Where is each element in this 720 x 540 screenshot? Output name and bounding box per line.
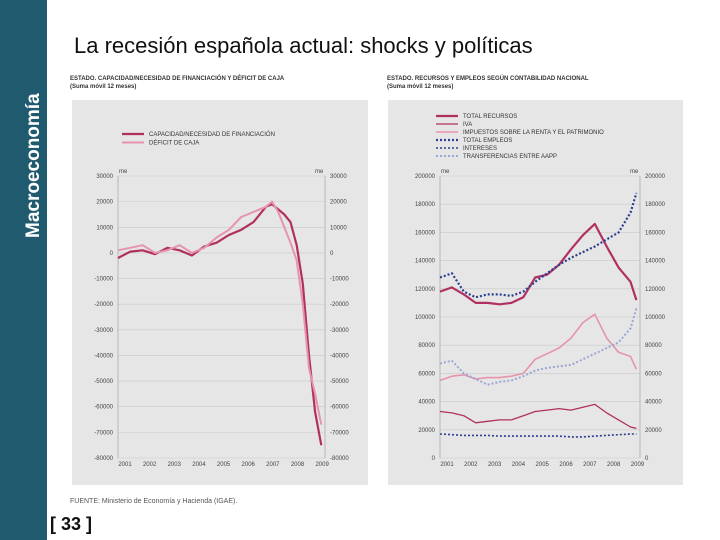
y-tick-label-right: 180000 [645, 202, 666, 208]
chart-right-title: ESTADO. RECURSOS Y EMPLEOS SEGÚN CONTABI… [387, 75, 589, 82]
y-tick-label-left: -50000 [94, 379, 113, 385]
y-tick-label-left: 20000 [418, 428, 435, 434]
y-tick-label-right: 10000 [330, 225, 347, 231]
series-line-right-4 [439, 192, 638, 299]
y-tick-label-right: 140000 [645, 259, 666, 265]
y-tick-label-right: 20000 [645, 428, 662, 434]
y-tick-label-right: -60000 [330, 405, 349, 411]
x-tick-label: 2004 [192, 462, 206, 468]
chart-left-title: ESTADO. CAPACIDAD/NECESIDAD DE FINANCIAC… [70, 74, 285, 82]
x-tick-label: 2002 [464, 462, 478, 468]
y-tick-label-right: -80000 [330, 456, 349, 462]
x-tick-label: 2006 [242, 462, 256, 468]
y-tick-label-left: 60000 [418, 371, 435, 377]
legend-label: IMPUESTOS SOBRE LA RENTA Y EL PATRIMONIO [463, 130, 604, 136]
y-tick-label-right: 160000 [645, 230, 666, 236]
y-tick-label-right: 200000 [645, 174, 666, 180]
chart-right-subtitle: (Suma móvil 12 meses) [387, 84, 453, 90]
series-line-right-6 [439, 308, 638, 386]
x-tick-label: 2006 [559, 462, 573, 468]
series-line-right-1 [439, 222, 638, 306]
y-tick-label-left: 30000 [96, 174, 113, 180]
legend-label: CAPACIDAD/NECESIDAD DE FINANCIACIÓN [149, 131, 275, 138]
y-tick-label-left: 100000 [415, 315, 436, 321]
y-tick-label-left: -40000 [94, 353, 113, 359]
legend-label: INTERESES [463, 146, 497, 152]
chart-left: 30000 30000 20000 20000 10000 10000 0 0 -10000 -1… [94, 131, 349, 468]
y-tick-label-left: 80000 [418, 343, 435, 349]
unit-label-left: me [441, 169, 450, 175]
unit-label-right: me [315, 169, 324, 175]
slide-title: La recesión española actual: shocks y po… [74, 33, 533, 58]
sidebar-band: Macroeconomía [0, 0, 47, 540]
y-tick-label-left: -70000 [94, 430, 113, 436]
chart-left-plot-bg [72, 100, 368, 485]
y-tick-label-right: -30000 [330, 328, 349, 334]
x-tick-label: 2003 [488, 462, 502, 468]
x-tick-label: 2002 [143, 462, 157, 468]
series-line-right-2 [439, 403, 637, 430]
y-tick-label-right: 100000 [645, 315, 666, 321]
legend-label: TRANSFERENCIAS ENTRE AAPP [463, 154, 557, 160]
y-tick-label-left: 180000 [415, 202, 436, 208]
x-tick-label: 2001 [440, 462, 454, 468]
y-tick-label-left: 20000 [96, 200, 113, 206]
y-tick-label-right: -40000 [330, 353, 349, 359]
y-tick-label-left: -30000 [94, 328, 113, 334]
legend-label: TOTAL RECURSOS [463, 114, 517, 120]
y-tick-label-left: 200000 [415, 174, 436, 180]
x-tick-label: 2007 [583, 462, 597, 468]
y-tick-label-left: -60000 [94, 405, 113, 411]
y-tick-label-right: 20000 [330, 200, 347, 206]
y-tick-label-right: 40000 [645, 400, 662, 406]
page-number: [ 33 ] [50, 514, 93, 534]
y-tick-label-right: -20000 [330, 302, 349, 308]
y-tick-label-right: 80000 [645, 343, 662, 349]
y-tick-label-right: 0 [330, 251, 334, 257]
series-line-left-2 [117, 200, 323, 425]
series-line-right-5 [439, 433, 637, 438]
y-tick-label-right: 60000 [645, 371, 662, 377]
y-tick-label-right: -10000 [330, 277, 349, 283]
y-tick-label-left: -10000 [94, 277, 113, 283]
unit-label-right: me [630, 169, 639, 175]
x-tick-label: 2008 [607, 462, 621, 468]
y-tick-label-left: 0 [432, 456, 436, 462]
y-tick-label-left: -20000 [94, 302, 113, 308]
y-tick-label-left: 40000 [418, 400, 435, 406]
y-tick-label-right: 120000 [645, 287, 666, 293]
x-tick-label: 2005 [536, 462, 550, 468]
y-tick-label-left: 0 [110, 251, 114, 257]
legend-label: IVA [463, 122, 472, 128]
x-tick-label: 2005 [217, 462, 231, 468]
y-tick-label-left: -80000 [94, 456, 113, 462]
x-tick-label: 2009 [315, 462, 329, 468]
unit-label-left: me [119, 169, 128, 175]
chart-left-subtitle: (Suma móvil 12 meses) [70, 84, 136, 90]
x-tick-label: 2001 [118, 462, 132, 468]
x-tick-label: 2007 [266, 462, 280, 468]
x-tick-label: 2003 [168, 462, 182, 468]
legend-label: TOTAL EMPLEOS [463, 138, 512, 144]
x-tick-label: 2008 [291, 462, 305, 468]
y-tick-label-left: 120000 [415, 287, 436, 293]
y-tick-label-left: 160000 [415, 230, 436, 236]
y-tick-label-right: 30000 [330, 174, 347, 180]
y-tick-label-left: 10000 [96, 225, 113, 231]
y-tick-label-right: 0 [645, 456, 649, 462]
source-note: FUENTE: Ministerio de Economía y Haciend… [70, 498, 237, 505]
x-tick-label: 2009 [631, 462, 645, 468]
y-tick-label-right: -70000 [330, 430, 349, 436]
x-tick-label: 2004 [512, 462, 526, 468]
y-tick-label-left: 140000 [415, 259, 436, 265]
legend-label: DÉFICIT DE CAJA [149, 140, 199, 147]
y-tick-label-right: -50000 [330, 379, 349, 385]
